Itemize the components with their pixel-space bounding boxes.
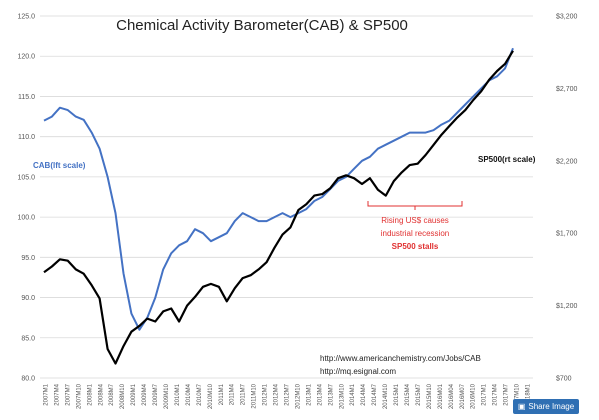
gridlines xyxy=(40,15,533,379)
left-tick-label: 90.0 xyxy=(21,295,35,302)
x-tick-label: 2008M4 xyxy=(98,383,104,405)
x-tick-label: 2011M1 xyxy=(219,383,225,405)
x-tick-label: 2013M10 xyxy=(339,383,345,409)
x-tick-label: 2014M7 xyxy=(372,383,378,405)
note-line-2: industrial recession xyxy=(381,229,449,238)
x-tick-label: 2013M7 xyxy=(328,383,334,405)
x-tick-label: 2007M7 xyxy=(65,383,71,405)
x-tick-label: 2008M1 xyxy=(87,383,93,405)
left-tick-label: 95.0 xyxy=(21,255,35,262)
x-tick-label: 2016M07 xyxy=(460,383,466,409)
note-line-1: Rising US$ causes xyxy=(381,216,449,225)
source-url-1: http://www.americanchemistry.com/Jobs/CA… xyxy=(320,354,481,363)
right-tick-label: $1,200 xyxy=(556,303,578,310)
right-tick-label: $2,200 xyxy=(556,158,578,165)
x-tick-label: 2016M01 xyxy=(438,383,444,409)
x-tick-label: 2008M7 xyxy=(109,383,115,405)
x-tick-label: 2007M10 xyxy=(76,383,82,409)
x-tick-label: 2014M4 xyxy=(361,383,367,405)
right-tick-label: $700 xyxy=(556,376,572,383)
x-tick-label: 2012M10 xyxy=(295,383,301,409)
x-tick-label: 2017M1 xyxy=(482,383,488,405)
x-tick-label: 2009M1 xyxy=(131,383,137,405)
x-tick-label: 2014M10 xyxy=(383,383,389,409)
source-url-2: http://mq.esignal.com xyxy=(320,367,396,376)
series-lines xyxy=(43,47,514,365)
x-tick-label: 2015M10 xyxy=(427,383,433,409)
x-tick-label: 2009M4 xyxy=(142,383,148,405)
x-tick-label: 2008M10 xyxy=(120,383,126,409)
x-tick-label: 2017M7 xyxy=(504,383,510,405)
right-tick-label: $3,200 xyxy=(556,14,578,21)
x-tick-label: 2009M10 xyxy=(164,383,170,409)
x-tick-label: 2017M4 xyxy=(493,383,499,405)
x-tick-label: 2010M4 xyxy=(186,383,192,405)
x-tick-label: 2013M1 xyxy=(306,383,312,405)
left-tick-label: 105.0 xyxy=(17,174,35,181)
chart-title: Chemical Activity Barometer(CAB) & SP500 xyxy=(116,17,408,34)
cab-series-line xyxy=(43,47,514,331)
x-tick-label: 2016M04 xyxy=(449,383,455,409)
x-tick-label: 2012M1 xyxy=(263,383,269,405)
left-tick-label: 115.0 xyxy=(18,94,35,101)
share-image-button[interactable]: ▣ Share Image xyxy=(513,399,579,414)
right-axis-ticks: $700 $1,200 $1,700 $2,200 $2,700 $3,200 xyxy=(556,14,578,383)
left-tick-label: 85.0 xyxy=(21,335,35,342)
x-tick-label: 2014M1 xyxy=(350,383,356,405)
x-tick-label: 2010M7 xyxy=(197,383,203,405)
left-axis-ticks: 80.0 85.0 90.0 95.0 100.0 105.0 110.0 115.0 120.… xyxy=(17,14,35,383)
sp500-series-line xyxy=(43,50,514,365)
left-tick-label: 120.0 xyxy=(17,54,35,61)
x-tick-label: 2012M4 xyxy=(274,383,280,405)
note-line-3: SP500 stalls xyxy=(392,242,439,251)
right-tick-label: $1,700 xyxy=(556,231,578,238)
x-tick-label: 2007M4 xyxy=(54,383,60,405)
sp500-series-label: SP500(rt scale) xyxy=(478,155,536,164)
left-tick-label: 125.0 xyxy=(17,14,35,21)
left-tick-label: 100.0 xyxy=(17,215,35,222)
x-tick-label: 2015M4 xyxy=(405,383,411,405)
x-tick-label: 2010M10 xyxy=(208,383,214,409)
x-tick-label: 2011M4 xyxy=(230,383,236,405)
x-tick-label: 2016M10 xyxy=(471,383,477,409)
x-tick-label: 2009M7 xyxy=(153,383,159,405)
cab-series-label: CAB(lft scale) xyxy=(33,161,86,170)
x-tick-label: 2012M7 xyxy=(285,383,291,405)
right-tick-label: $2,700 xyxy=(556,86,578,93)
x-tick-label: 2015M7 xyxy=(416,383,422,405)
x-tick-label: 2015M1 xyxy=(394,383,400,405)
x-tick-label: 2011M10 xyxy=(252,383,258,408)
x-tick-label: 2007M1 xyxy=(43,383,49,405)
x-tick-label: 2011M7 xyxy=(241,383,247,405)
x-tick-label: 2010M1 xyxy=(175,383,181,405)
x-tick-label: 2018M1 xyxy=(526,383,532,405)
x-tick-label: 2017M10 xyxy=(515,383,521,409)
left-tick-label: 110.0 xyxy=(18,134,35,141)
image-icon: ▣ xyxy=(517,401,526,411)
left-tick-label: 80.0 xyxy=(21,376,35,383)
stall-bracket xyxy=(367,201,463,210)
x-axis-ticks: 2007M1 2007M4 2007M7 2007M10 2008M1 2008M4 200… xyxy=(43,383,531,409)
share-image-label: Share Image xyxy=(528,402,575,411)
x-tick-label: 2013M4 xyxy=(317,383,323,405)
